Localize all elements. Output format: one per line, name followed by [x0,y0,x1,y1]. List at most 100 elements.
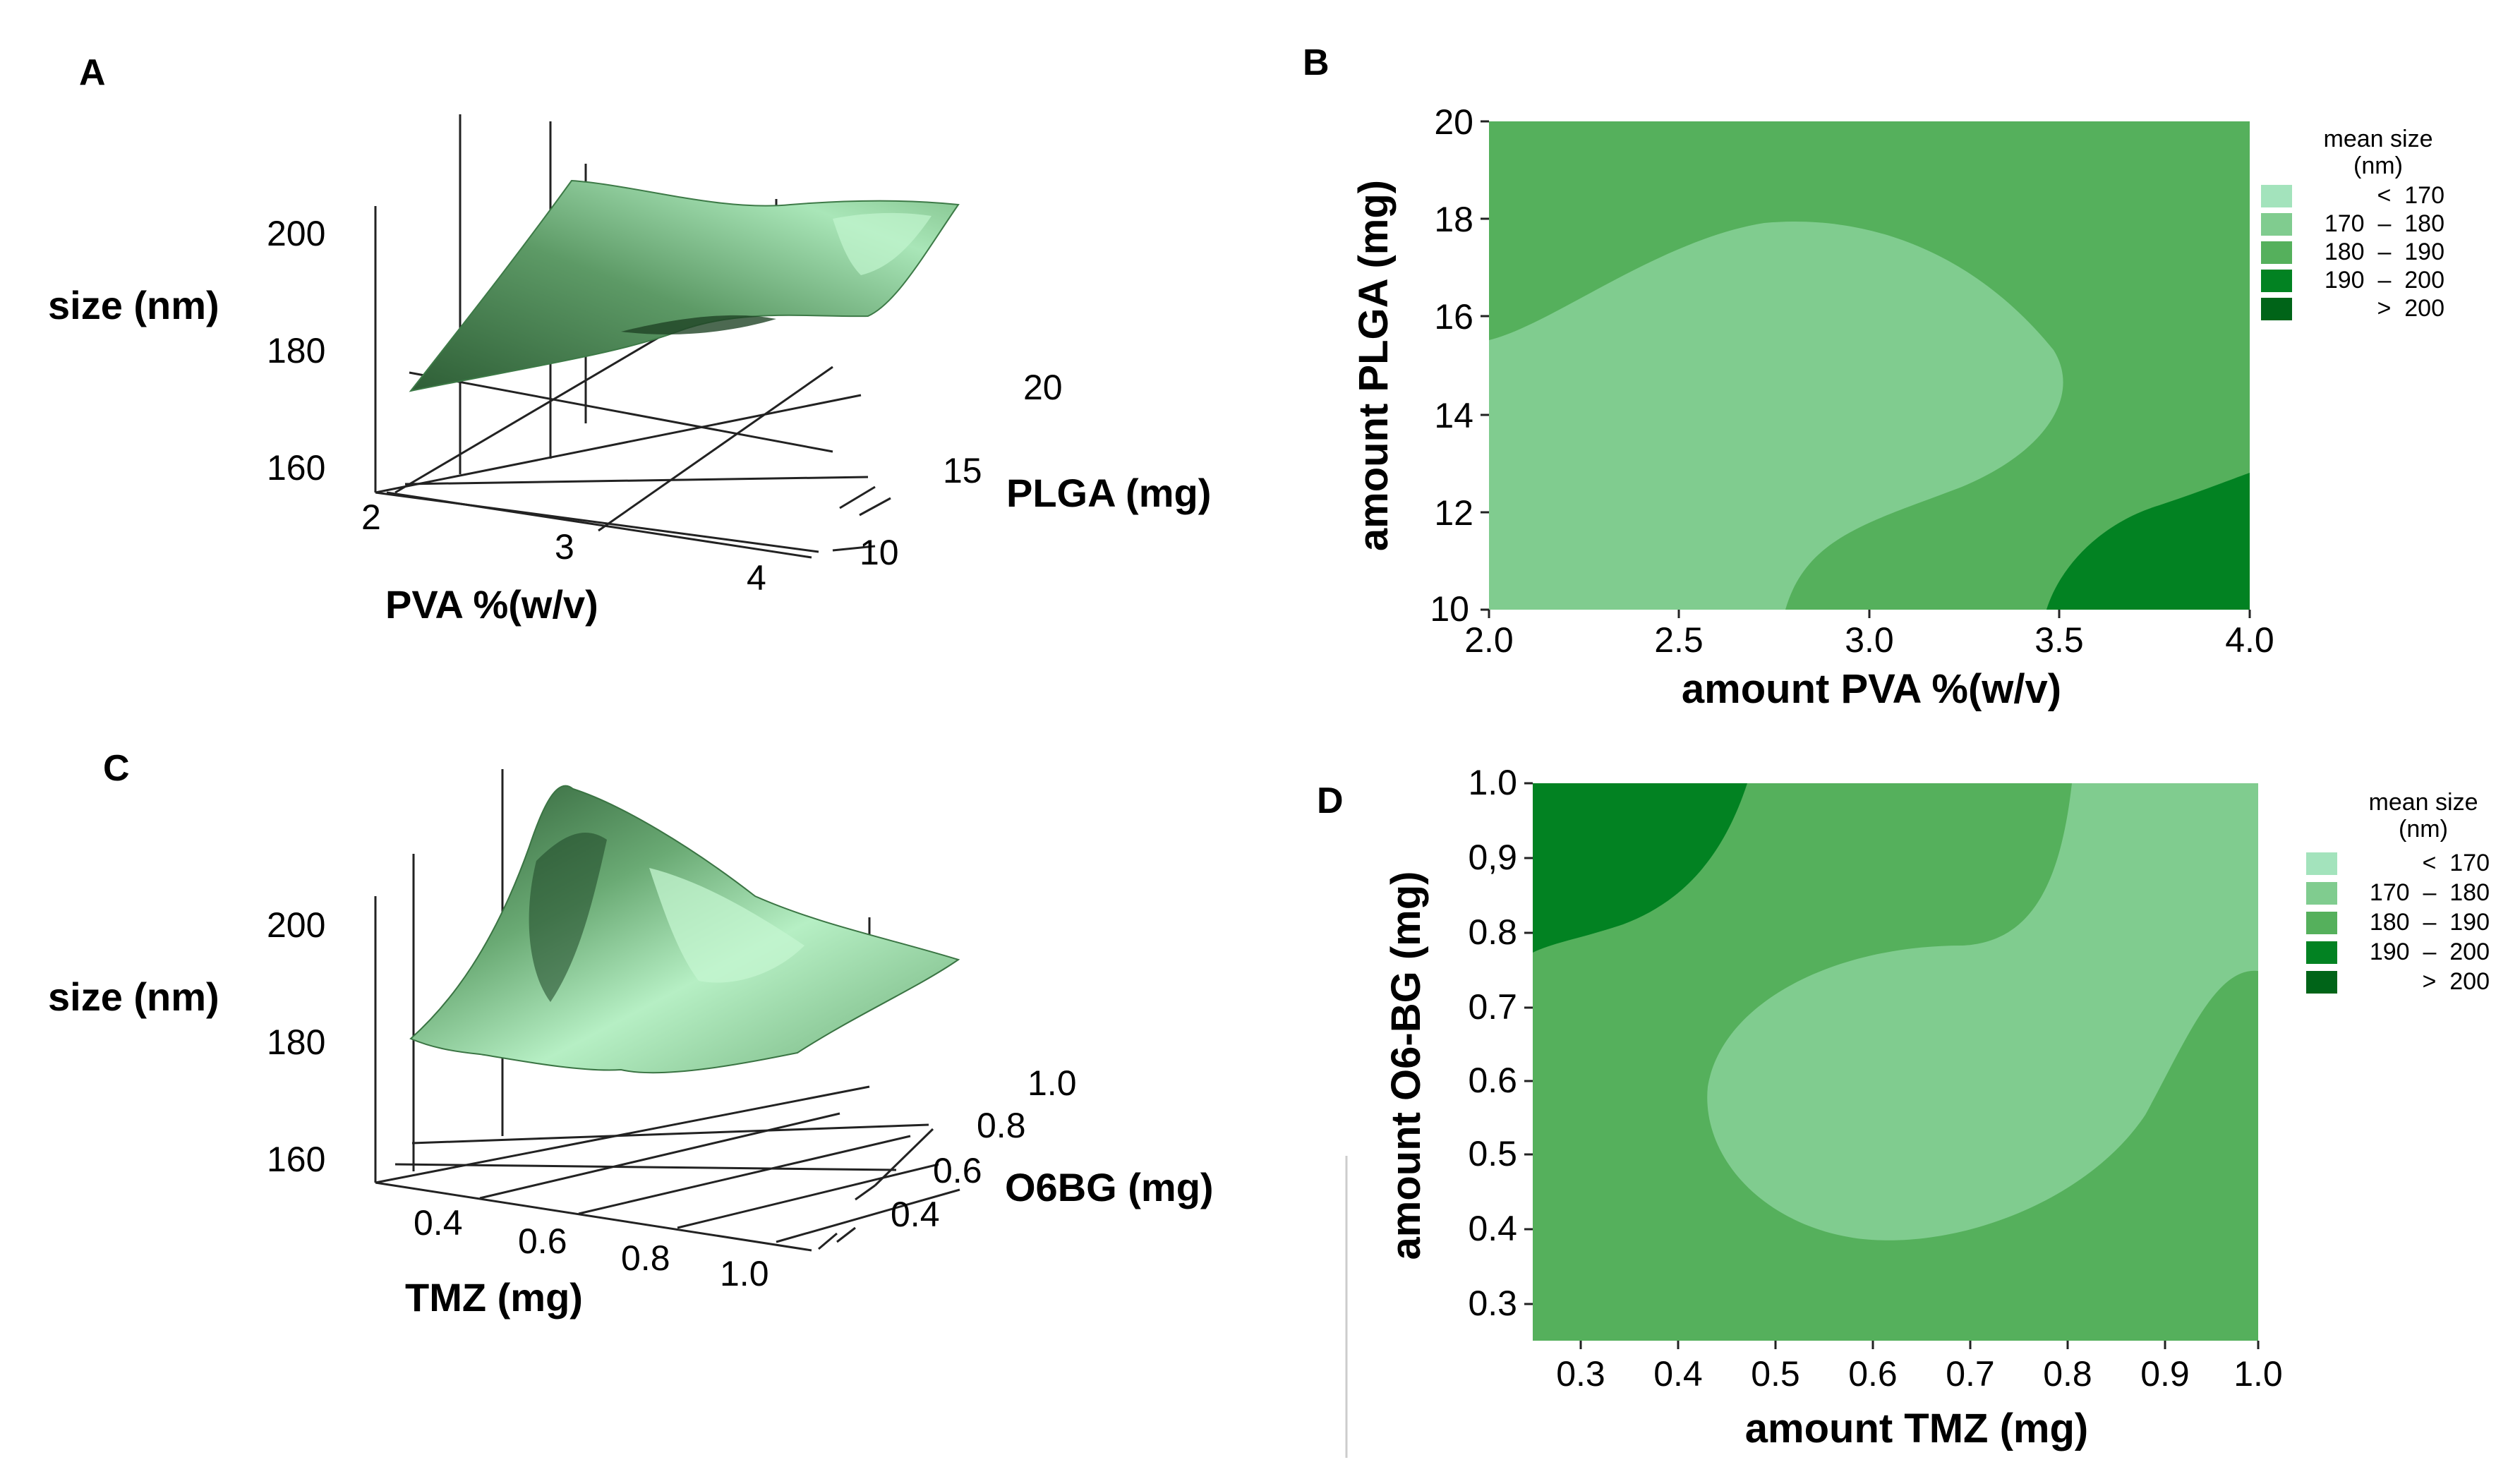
panel-a-ztick-160: 160 [267,448,325,488]
panel-c-ytick-0.6: 0.6 [933,1151,982,1190]
panel-d-legend-swatch-1 [2306,882,2337,905]
panel-a-letter: A [79,52,106,93]
panel-d-region-170-180 [1707,783,2258,1240]
panel-b-ytick-10: 10 [1430,589,1469,629]
panel-b-ytick-16: 16 [1434,297,1473,337]
panel-d-xtick-1.0: 1.0 [2233,1354,2283,1394]
panel-b-legend-label-1: 170 – 180 [2325,210,2444,237]
panel-b-letter: B [1303,42,1330,83]
panel-a-xtick-2: 2 [361,497,381,537]
panel-a-surface-shadow [621,315,776,334]
panel-d-legend-label-0: < 170 [2423,850,2490,876]
panel-d-ytick-0.5: 0.5 [1468,1134,1517,1173]
panel-a-xlabel: PVA %(w/v) [385,582,598,627]
panel-a-axes [374,114,891,559]
panel-b-ytick-12: 12 [1434,493,1473,533]
panel-b-xtick-3.5: 3.5 [2034,620,2084,660]
panel-b-ylabel: amount PLGA (mg) [1351,180,1397,551]
panel-a-zlabel: size (nm) [48,283,219,327]
panel-c-surface-highlight [649,868,804,983]
panel-c-xtick-1.0: 1.0 [720,1254,769,1293]
panel-d-legend-title-1: mean size [2369,789,2478,816]
panel-c: C size (nm) 200 180 160 0.4 0.6 0.8 [48,748,1214,1320]
panel-c-surface-shadow [529,833,607,1002]
panel-b-ytick-18: 18 [1434,200,1473,239]
panel-a-ytick-15: 15 [943,451,982,490]
panel-c-letter: C [103,748,130,789]
panel-c-ztick-180: 180 [267,1022,325,1062]
panel-d-xtick-0.9: 0.9 [2140,1354,2190,1394]
panel-b-legend-label-0: < 170 [2377,182,2444,209]
panel-c-ytick-0.4: 0.4 [891,1195,940,1234]
panel-a-surface [409,179,960,392]
panel-d-xtick-0.4: 0.4 [1653,1354,1703,1394]
panel-d-legend-label-4: > 200 [2423,968,2490,995]
panel-d-ytick-1.0: 1.0 [1468,763,1517,802]
panel-b-xtick-3.0: 3.0 [1845,620,1894,660]
panel-d-xtick-0.8: 0.8 [2043,1354,2092,1394]
panel-d-legend-label-1: 170 – 180 [2370,879,2490,906]
panel-d-ytick-0.9: 0,9 [1468,838,1517,877]
panel-d-legend-swatch-2 [2306,912,2337,934]
panel-c-xtick-0.4: 0.4 [414,1203,463,1243]
panel-d-legend: mean size (nm) < 170 170 – 180 180 – 190… [2306,789,2490,995]
panel-c-zlabel: size (nm) [48,974,219,1019]
panel-b-legend-title-1: mean size [2324,126,2433,152]
panel-d-ytick-0.3: 0.3 [1468,1284,1517,1323]
panel-a-ztick-200: 200 [267,214,325,253]
panel-d-yticks [1524,782,1533,1305]
panel-d-legend-label-3: 190 – 200 [2370,938,2490,965]
panel-b-legend-title-2: (nm) [2353,152,2403,179]
panel-b: B 10 12 14 16 18 20 2.0 2.5 3.0 3.5 4.0 [1303,42,2444,712]
panel-d-legend-swatch-3 [2306,941,2337,964]
panel-b-legend-swatch-4 [2261,298,2292,320]
panel-d-ytick-0.7: 0.7 [1468,987,1517,1027]
panel-d-ylabel: amount O6-BG (mg) [1383,871,1429,1260]
panel-a-surface-highlight [833,212,932,275]
panel-d-ytick-0.4: 0.4 [1468,1209,1517,1248]
panel-a-ytick-20: 20 [1023,368,1063,407]
panel-b-legend-label-2: 180 – 190 [2325,239,2444,265]
panel-d-xtick-0.3: 0.3 [1556,1354,1605,1394]
panel-d-legend-swatch-0 [2306,852,2337,875]
panel-c-ytick-0.8: 0.8 [977,1106,1026,1145]
panel-c-xtick-0.6: 0.6 [518,1221,567,1261]
panel-d-ytick-0.6: 0.6 [1468,1061,1517,1100]
panel-d: D 0.3 0.4 0.5 0.6 0.7 0. [1317,763,2490,1458]
panel-b-legend-swatch-1 [2261,213,2292,236]
panel-b-yticks [1481,120,1489,611]
panel-a-ztick-180: 180 [267,331,325,370]
panel-b-region-170-180 [1489,221,2063,610]
panel-d-xtick-0.7: 0.7 [1946,1354,1995,1394]
panel-b-legend-swatch-2 [2261,241,2292,264]
panel-b-xticks [1488,610,2251,618]
panel-b-xtick-4.0: 4.0 [2225,620,2274,660]
panel-c-xtick-0.8: 0.8 [621,1238,670,1278]
panel-a-xtick-3: 3 [555,527,574,567]
panel-d-legend-label-2: 180 – 190 [2370,909,2490,936]
panel-c-ztick-160: 160 [267,1140,325,1179]
panel-b-legend: mean size (nm) < 170 170 – 180 180 – 190… [2261,126,2444,322]
panel-b-legend-label-3: 190 – 200 [2325,267,2444,294]
panel-d-xtick-0.6: 0.6 [1848,1354,1898,1394]
panel-b-legend-label-4: > 200 [2377,295,2444,322]
panel-d-legend-title-2: (nm) [2399,816,2448,843]
panel-b-legend-swatch-0 [2261,185,2292,207]
panel-b-xtick-2.0: 2.0 [1464,620,1514,660]
panel-d-xticks [1579,1341,2260,1349]
panel-c-ylabel: O6BG (mg) [1005,1165,1214,1209]
panel-a-ylabel: PLGA (mg) [1006,471,1211,515]
panel-d-legend-swatch-4 [2306,971,2337,994]
panel-b-region-190-200 [2046,473,2250,610]
panel-d-ytick-0.8: 0.8 [1468,912,1517,952]
panel-b-xlabel: amount PVA %(w/v) [1682,666,2061,712]
panel-b-legend-swatch-3 [2261,270,2292,292]
panel-c-ztick-200: 200 [267,905,325,945]
panel-d-xlabel: amount TMZ (mg) [1745,1406,2088,1451]
panel-a-xtick-4: 4 [747,558,766,598]
panel-d-xtick-0.5: 0.5 [1751,1354,1800,1394]
panel-d-letter: D [1317,780,1344,821]
panel-d-region-190-200 [1533,783,1747,953]
panel-a-ytick-10: 10 [860,533,899,572]
